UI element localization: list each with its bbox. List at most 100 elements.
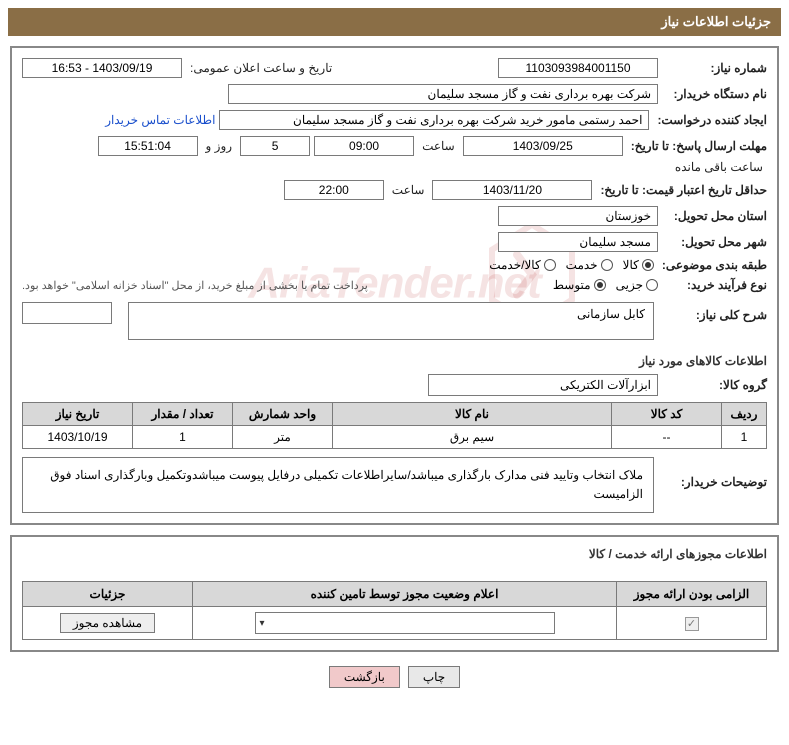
- print-label: چاپ: [423, 670, 445, 684]
- category-radio-group: کالا خدمت کالا/خدمت: [489, 258, 654, 272]
- buyer-org-label: نام دستگاه خریدار:: [662, 87, 767, 101]
- cell-status: ▾: [193, 607, 617, 640]
- buyer-desc-text: ملاک انتخاب وتایید فنی مدارک بارگذاری می…: [50, 468, 643, 501]
- license-table-header: الزامی بودن ارائه مجوز اعلام وضعیت مجوز …: [23, 582, 767, 607]
- radio-label: متوسط: [553, 278, 591, 292]
- radio-circle-icon: [646, 279, 658, 291]
- overall-desc-text: کابل سازمانی: [577, 307, 645, 321]
- status-select[interactable]: ▾: [255, 612, 555, 634]
- col-status: اعلام وضعیت مجوز توسط تامین کننده: [193, 582, 617, 607]
- page-header: جزئیات اطلاعات نیاز: [8, 8, 781, 36]
- table-row: ✓ ▾ مشاهده مجوز: [23, 607, 767, 640]
- days-and-label: روز و: [202, 139, 237, 153]
- main-panel: AriaTender.net شماره نیاز: 1103093984001…: [10, 46, 779, 525]
- goods-table: ردیف کد کالا نام کالا واحد شمارش تعداد /…: [22, 402, 767, 449]
- need-number-field: 1103093984001150: [498, 58, 658, 78]
- goods-group-dropdown[interactable]: ابزارآلات الکتریکی: [428, 374, 658, 396]
- row-buyer-desc: توضیحات خریدار: ملاک انتخاب وتایید فنی م…: [22, 457, 767, 513]
- overall-desc-label: شرح کلی نیاز:: [662, 302, 767, 322]
- check-icon: ✓: [687, 617, 696, 630]
- province-field: خوزستان: [498, 206, 658, 226]
- radio-service[interactable]: خدمت: [566, 258, 613, 272]
- cell-date: 1403/10/19: [23, 426, 133, 449]
- chevron-down-icon: ▾: [260, 618, 265, 629]
- buyer-org-field: شرکت بهره برداری نفت و گاز مسجد سلیمان: [228, 84, 658, 104]
- cell-unit: متر: [233, 426, 333, 449]
- print-button[interactable]: چاپ: [408, 666, 460, 688]
- cell-mandatory: ✓: [617, 607, 767, 640]
- row-city: شهر محل تحویل: مسجد سلیمان: [22, 232, 767, 252]
- back-label: بازگشت: [344, 670, 385, 684]
- row-province: استان محل تحویل: خوزستان: [22, 206, 767, 226]
- city-label: شهر محل تحویل:: [662, 235, 767, 249]
- radio-label: کالا: [623, 258, 639, 272]
- col-qty: تعداد / مقدار: [133, 403, 233, 426]
- need-number-label: شماره نیاز:: [662, 61, 767, 75]
- cell-name: سیم برق: [333, 426, 612, 449]
- goods-group-label: گروه کالا:: [662, 378, 767, 392]
- col-row: ردیف: [722, 403, 767, 426]
- requester-label: ایجاد کننده درخواست:: [653, 113, 767, 127]
- mandatory-checkbox[interactable]: ✓: [685, 617, 699, 631]
- radio-label: کالا/خدمت: [489, 258, 540, 272]
- radio-circle-icon: [642, 259, 654, 271]
- deadline-time-field: 09:00: [314, 136, 414, 156]
- col-date: تاریخ نیاز: [23, 403, 133, 426]
- requester-field: احمد رستمی مامور خرید شرکت بهره برداری ن…: [219, 110, 649, 130]
- validity-time-field: 22:00: [284, 180, 384, 200]
- cell-details: مشاهده مجوز: [23, 607, 193, 640]
- cell-qty: 1: [133, 426, 233, 449]
- radio-circle-icon: [594, 279, 606, 291]
- row-category: طبقه بندی موضوعی: کالا خدمت کالا/خدمت: [22, 258, 767, 272]
- col-mandatory: الزامی بودن ارائه مجوز: [617, 582, 767, 607]
- footer-buttons: چاپ بازگشت: [0, 666, 789, 688]
- time-label-1: ساعت: [418, 139, 459, 153]
- row-deadline: مهلت ارسال پاسخ: تا تاریخ: 1403/09/25 سا…: [22, 136, 767, 174]
- view-license-label: مشاهده مجوز: [73, 616, 142, 630]
- days-field: 5: [240, 136, 310, 156]
- goods-section-title: اطلاعات کالاهای مورد نیاز: [22, 354, 767, 368]
- col-unit: واحد شمارش: [233, 403, 333, 426]
- validity-date-field: 1403/11/20: [432, 180, 592, 200]
- row-buyer-org: نام دستگاه خریدار: شرکت بهره برداری نفت …: [22, 84, 767, 104]
- process-label: نوع فرآیند خرید:: [662, 278, 767, 292]
- license-panel: اطلاعات مجوزهای ارائه خدمت / کالا الزامی…: [10, 535, 779, 652]
- col-name: نام کالا: [333, 403, 612, 426]
- deadline-date-field: 1403/09/25: [463, 136, 623, 156]
- radio-circle-icon: [601, 259, 613, 271]
- radio-goods-service[interactable]: کالا/خدمت: [489, 258, 555, 272]
- table-row: 1 -- سیم برق متر 1 1403/10/19: [23, 426, 767, 449]
- process-radio-group: جزیی متوسط: [553, 278, 658, 292]
- announce-label: تاریخ و ساعت اعلان عمومی:: [186, 61, 336, 75]
- view-license-button[interactable]: مشاهده مجوز: [60, 613, 155, 633]
- overall-desc-side-box: [22, 302, 112, 324]
- radio-circle-icon: [544, 259, 556, 271]
- back-button[interactable]: بازگشت: [329, 666, 400, 688]
- category-label: طبقه بندی موضوعی:: [658, 258, 767, 272]
- countdown-field: 15:51:04: [98, 136, 198, 156]
- col-code: کد کالا: [612, 403, 722, 426]
- remaining-label: ساعت باقی مانده: [671, 160, 767, 174]
- province-label: استان محل تحویل:: [662, 209, 767, 223]
- col-details: جزئیات: [23, 582, 193, 607]
- radio-medium[interactable]: متوسط: [553, 278, 606, 292]
- buyer-desc-box: ملاک انتخاب وتایید فنی مدارک بارگذاری می…: [22, 457, 654, 513]
- buyer-contact-link[interactable]: اطلاعات تماس خریدار: [105, 113, 215, 127]
- row-overall-desc: شرح کلی نیاز: کابل سازمانی: [22, 302, 767, 340]
- radio-minor[interactable]: جزیی: [616, 278, 658, 292]
- validity-label: حداقل تاریخ اعتبار قیمت: تا تاریخ:: [596, 183, 767, 197]
- radio-goods[interactable]: کالا: [623, 258, 654, 272]
- time-label-2: ساعت: [388, 183, 429, 197]
- row-process: نوع فرآیند خرید: جزیی متوسط پرداخت تمام …: [22, 278, 767, 292]
- row-validity: حداقل تاریخ اعتبار قیمت: تا تاریخ: 1403/…: [22, 180, 767, 200]
- license-section-title: اطلاعات مجوزهای ارائه خدمت / کالا: [22, 547, 767, 561]
- cell-row: 1: [722, 426, 767, 449]
- radio-label: جزیی: [616, 278, 643, 292]
- license-table: الزامی بودن ارائه مجوز اعلام وضعیت مجوز …: [22, 581, 767, 640]
- radio-label: خدمت: [566, 258, 598, 272]
- page-title: جزئیات اطلاعات نیاز: [661, 14, 771, 29]
- payment-note: پرداخت تمام یا بخشی از مبلغ خرید، از محل…: [22, 279, 368, 292]
- cell-code: --: [612, 426, 722, 449]
- announce-field: 1403/09/19 - 16:53: [22, 58, 182, 78]
- deadline-label: مهلت ارسال پاسخ: تا تاریخ:: [627, 139, 767, 153]
